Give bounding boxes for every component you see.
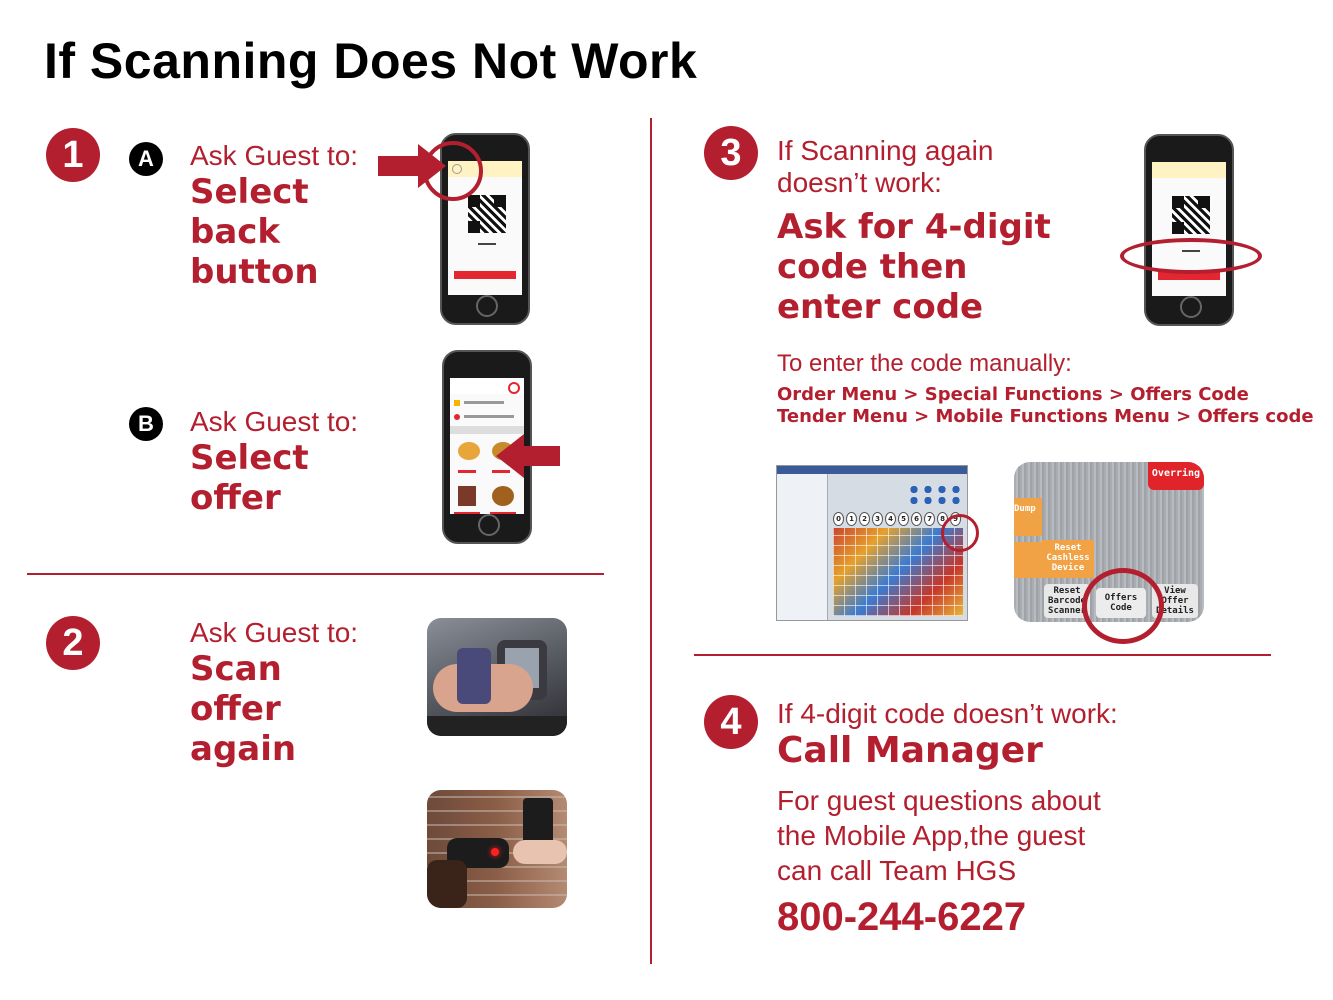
pos-keypad-digit[interactable]: 0 [833, 512, 844, 526]
pos-keypad-digit[interactable]: 5 [898, 512, 909, 526]
pos-keypad-digit[interactable]: 6 [911, 512, 922, 526]
step-1a-action: Select back button [190, 172, 319, 292]
step-2-ask: Ask Guest to: [190, 617, 359, 648]
step-2-number: 2 [46, 616, 100, 670]
pos-keypad-digit[interactable]: 7 [924, 512, 935, 526]
step-1-number: 1 [46, 128, 100, 182]
dump-button[interactable]: Dump [1014, 498, 1042, 536]
step-4-body: For guest questions about the Mobile App… [777, 785, 1101, 886]
left-divider [27, 573, 604, 575]
step-4-number: 4 [704, 695, 758, 749]
pos-offers-key-highlight [941, 514, 979, 552]
phone-offers-screen [442, 350, 532, 544]
menu-path-order: Order Menu > Special Functions > Offers … [777, 384, 1249, 405]
step-1b-badge: B [129, 407, 163, 441]
step-4-intro: If 4-digit code doesn’t work: [777, 698, 1118, 729]
step-4-action: Call Manager [777, 730, 1043, 771]
center-divider [650, 118, 652, 964]
phone-code-screen [1144, 134, 1234, 326]
manual-entry-label: To enter the code manually: [777, 350, 1072, 377]
hgs-phone-number: 800-244-6227 [777, 895, 1027, 939]
code-highlight-ellipse [1120, 238, 1262, 274]
pos-keypad-digit[interactable]: 1 [846, 512, 857, 526]
step-1a-badge: A [129, 142, 163, 176]
step-3-number: 3 [704, 126, 758, 180]
step-2-action: Scan offer again [190, 649, 297, 769]
scanner-photo-1 [427, 618, 567, 736]
pos-keypad-digit[interactable]: 4 [885, 512, 896, 526]
step-1b-action: Select offer [190, 438, 309, 518]
reset-cashless-button[interactable]: Reset Cashless Device [1042, 540, 1094, 578]
page-title: If Scanning Does Not Work [44, 33, 698, 89]
back-button-highlight-circle [423, 141, 483, 201]
step-1b-ask: Ask Guest to: [190, 406, 359, 437]
pos-keypad-digit[interactable]: 2 [859, 512, 870, 526]
offers-code-highlight-circle [1082, 568, 1164, 644]
step-3-action: Ask for 4-digit code then enter code [777, 207, 1051, 327]
overring-button[interactable]: Overring [1148, 462, 1204, 490]
menu-path-tender: Tender Menu > Mobile Functions Menu > Of… [777, 406, 1314, 427]
scanner-photo-2 [427, 790, 567, 908]
right-divider [694, 654, 1271, 656]
pos-keypad-digit[interactable]: 3 [872, 512, 883, 526]
step-3-intro: If Scanning again doesn’t work: [777, 135, 994, 198]
step-1a-ask: Ask Guest to: [190, 140, 359, 171]
